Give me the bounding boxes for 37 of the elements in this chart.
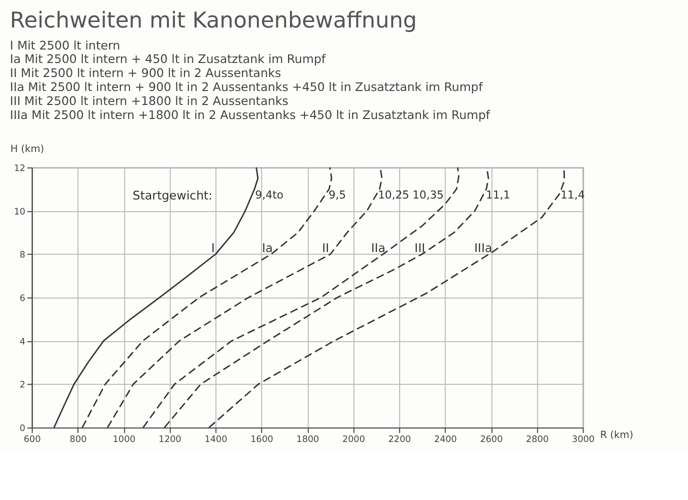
annotation: 9,5: [328, 188, 346, 202]
y-tick-label: 10: [14, 207, 26, 218]
y-tick-label: 4: [20, 337, 26, 348]
x-tick-label: 2200: [388, 434, 412, 445]
x-tick-label: 1000: [112, 434, 136, 445]
x-tick-label: 2400: [434, 434, 458, 445]
series-label: II: [322, 241, 330, 256]
x-tick-label: 1200: [158, 434, 182, 445]
annotation: 11,4: [560, 188, 585, 202]
series-label: III: [414, 241, 426, 256]
x-tick-label: 600: [24, 434, 42, 445]
chart-title: Reichweiten mit Kanonenbewaffnung: [10, 8, 417, 34]
series-label: IIIa: [474, 241, 492, 256]
x-tick-label: 1400: [204, 434, 228, 445]
x-tick-label: 1600: [250, 434, 274, 445]
y-tick-label: 2: [20, 380, 26, 391]
y-tick-label: 0: [20, 424, 26, 434]
x-tick-label: 2600: [480, 434, 504, 445]
annotation: 11,1: [486, 188, 510, 202]
annotation: Startgewicht:: [132, 188, 212, 203]
chart-subtitle: I Mit 2500 lt intern Ia Mit 2500 lt intern + 450 lt in Zusatztank im Rumpf II Mit 2500 lt intern + 900 lt in 2 Aussentanks IIa Mit 2500 lt intern + 900 lt in 2 Aussentanks +450 lt in Zusatztank im Rumpf III Mit 2500 lt intern +1800 lt in 2 Aussentanks IIIa Mit 2500 lt intern +1800 lt in 2 Aussentanks +450 lt in Zusatztank im Rumpf: [10, 38, 491, 122]
series-label: I: [211, 241, 215, 256]
annotation: 9,4to: [255, 188, 284, 202]
x-tick-label: 2000: [342, 434, 366, 445]
series-label: IIa: [371, 241, 386, 256]
x-tick-label: 2800: [526, 434, 550, 445]
x-tick-label: 800: [70, 434, 88, 445]
x-axis-title: R (km): [600, 430, 634, 441]
y-tick-label: 6: [20, 294, 26, 304]
y-tick-label: 12: [14, 164, 26, 174]
annotation: 10,25: [378, 188, 410, 202]
y-tick-label: 8: [20, 250, 26, 261]
y-axis-title: H (km): [10, 144, 44, 156]
series-label: Ia: [262, 241, 273, 256]
x-tick-label: 3000: [572, 434, 595, 445]
annotation: 10,35: [412, 188, 444, 202]
x-tick-label: 1800: [296, 434, 320, 445]
